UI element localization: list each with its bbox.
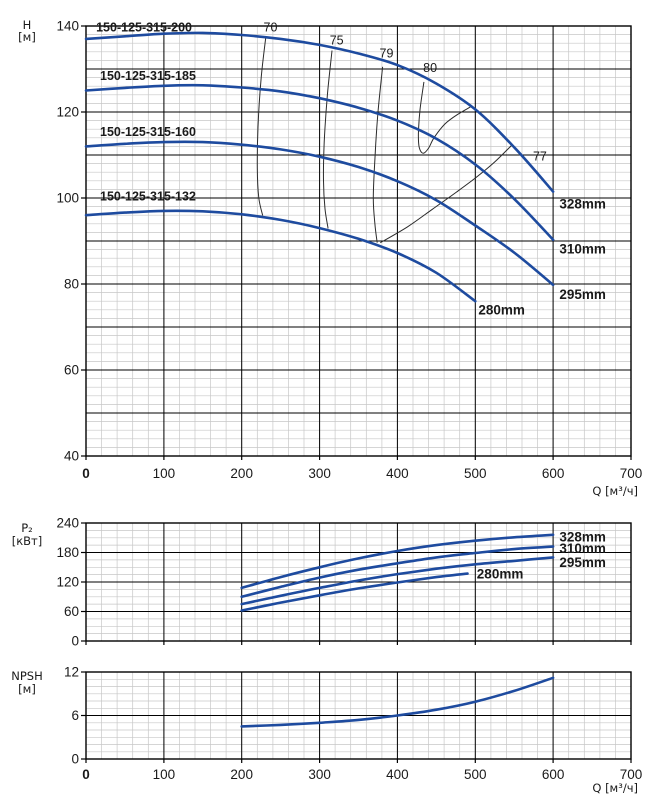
efficiency-contour-70 [256,36,267,216]
y-tick-labels: 240 180 120 60 0 [56,516,79,649]
impeller-labels: 328mm 310mm 295mm 280mm [478,197,606,318]
plot-frame [85,25,632,457]
y-axis-name: NPSH [11,669,43,683]
curves [240,533,555,612]
efficiency-contour-75 [322,50,333,229]
efficiency-contour-79 [372,66,384,243]
x-tick-label: 700 [620,466,643,481]
y-tick-label: 180 [56,545,79,560]
x-tick-label: 500 [464,466,487,481]
model-label: 150-125-315-200 [96,21,192,35]
x-tick-label: 600 [542,767,565,782]
y-tick-label: 240 [56,516,79,531]
grid-major [85,25,632,457]
x-tick-label: 400 [386,767,409,782]
y-tick-label: 60 [64,363,79,378]
y-axis-name: H [23,18,32,32]
y-axis-unit: [м] [18,30,36,44]
efficiency-contour-77 [380,144,513,244]
impeller-label: 295mm [559,555,606,570]
efficiency-contour-80 [417,81,471,154]
model-label: 150-125-315-185 [100,69,196,83]
efficiency-label-80: 80 [423,61,437,75]
x-axis-unit: Q [м³/ч] [592,781,638,795]
x-tick-label: 500 [464,767,487,782]
curve-NPSH [240,676,555,728]
impeller-label: 310mm [559,242,606,257]
x-tick-labels: 0 100 200 300 400 500 600 700 Q [м³/ч] [82,466,642,498]
x-tick-label: 300 [308,767,331,782]
axis-ticks [81,671,632,763]
impeller-label: 295mm [559,287,606,302]
impeller-label: 328mm [559,197,606,212]
impeller-label: 280mm [478,302,525,317]
curve-280mm [240,572,469,612]
y-tick-label: 120 [56,575,79,590]
curve-295mm [240,556,555,606]
y-axis-unit: [м] [18,682,36,696]
y-tick-label: 60 [64,604,79,619]
x-tick-label: 0 [82,767,90,782]
axis-ticks [81,522,632,645]
x-tick-label: 200 [230,767,253,782]
y-axis-name: P₂ [21,521,33,535]
y-axis-unit: [кВт] [12,534,43,548]
efficiency-label-79: 79 [380,47,394,61]
y-tick-label: 6 [71,708,79,723]
x-tick-label: 100 [153,466,176,481]
y-tick-label: 0 [71,634,79,649]
curve-310mm [240,545,555,599]
efficiency-label-75: 75 [330,34,344,48]
model-label: 150-125-315-160 [100,125,196,139]
y-tick-labels: 140 120 100 80 60 40 [56,19,79,464]
grid-major [85,522,632,642]
x-tick-label: 100 [153,767,176,782]
curve-328mm [84,31,555,193]
y-axis-title: P₂[кВт] [12,521,43,548]
x-tick-label: 0 [82,466,90,481]
y-tick-label: 12 [64,665,79,680]
curve-310mm [84,83,555,241]
curve-328mm [240,533,555,590]
y-tick-label: 100 [56,191,79,206]
grid-major [85,671,632,760]
chart-head: 140 120 100 80 60 40 H[м] 0 100 200 300 400 500 600 70… [18,18,642,498]
y-tick-label: 140 [56,19,79,34]
x-tick-label: 700 [620,767,643,782]
curves [84,31,555,303]
curves [240,676,555,728]
y-tick-label: 120 [56,105,79,120]
y-axis-title: H[м] [18,18,36,44]
y-tick-labels: 12 6 0 [64,665,79,767]
axis-ticks [81,25,632,460]
y-tick-label: 40 [64,449,79,464]
efficiency-contours: 70 75 79 80 77 [256,21,547,244]
y-tick-label: 80 [64,277,79,292]
model-label: 150-125-315-132 [100,190,196,204]
x-tick-label: 300 [308,466,331,481]
impeller-label: 310mm [559,541,606,556]
impeller-label: 328mm [559,529,606,544]
efficiency-label-70: 70 [264,21,278,35]
curve-280mm [84,209,477,303]
y-axis-title: NPSH[м] [11,669,43,696]
x-axis-unit: Q [м³/ч] [592,484,638,498]
x-tick-label: 600 [542,466,565,481]
y-tick-label: 0 [71,752,79,767]
curve-295mm [84,140,555,287]
model-labels: 150-125-315-200 150-125-315-185 150-125-31… [96,21,196,204]
x-tick-label: 200 [230,466,253,481]
efficiency-label-77: 77 [533,150,547,164]
x-tick-label: 400 [386,466,409,481]
impeller-label: 280mm [477,567,524,582]
